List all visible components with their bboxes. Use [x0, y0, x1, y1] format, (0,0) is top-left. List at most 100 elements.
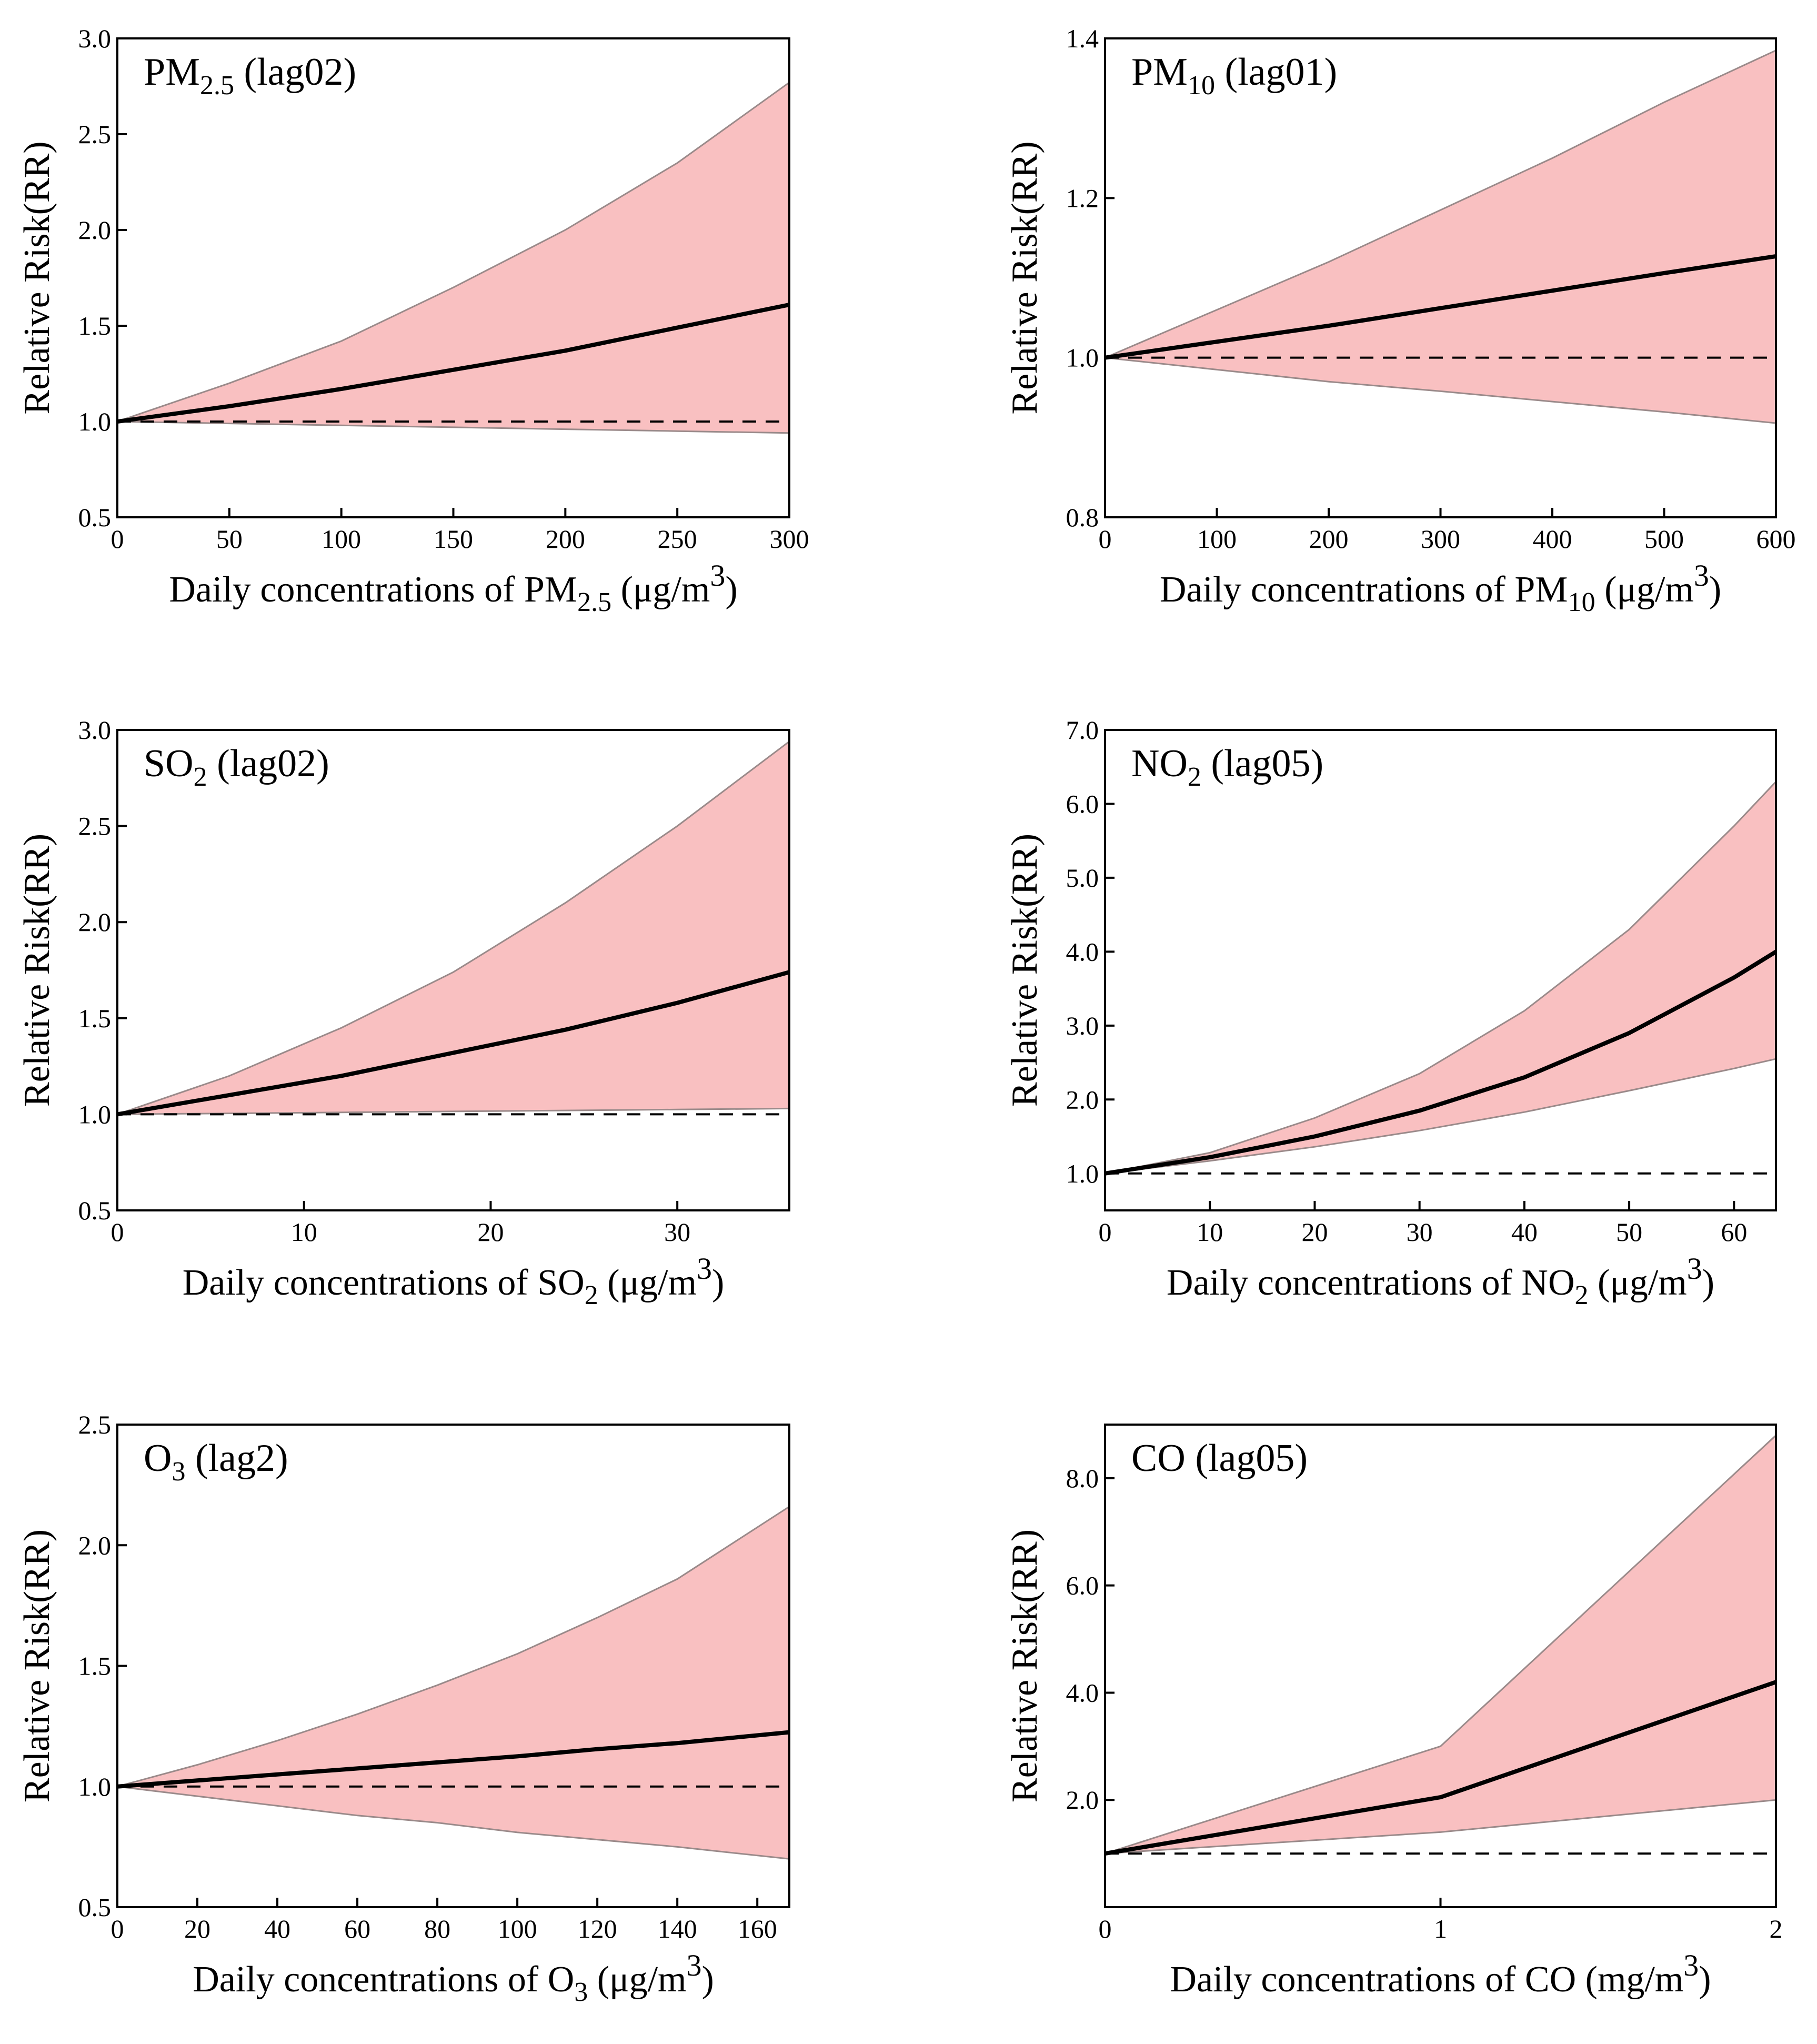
x-axis-label: Daily concentrations of PM10 (μg/m3)	[1160, 558, 1721, 617]
x-tick-label: 50	[1616, 1217, 1642, 1247]
x-label-unit: (μg/m	[1589, 1263, 1687, 1303]
x-axis-label: Daily concentrations of PM2.5 (μg/m3)	[169, 558, 737, 617]
x-tick-label: 20	[1301, 1217, 1328, 1247]
x-label-main: Daily concentrations of PM	[1160, 569, 1568, 610]
rr-line	[117, 303, 789, 424]
y-tick-label: 0.5	[78, 1892, 112, 1922]
y-tick-label: 2.0	[78, 1530, 112, 1560]
x-label-unit: (μg/m	[1595, 569, 1694, 610]
x-tick-label: 200	[546, 524, 585, 554]
y-tick-label: 0.5	[78, 1196, 112, 1225]
x-label-main: Daily concentrations of CO	[1170, 1959, 1576, 2000]
y-tick-label: 5.0	[1066, 863, 1099, 893]
y-tick-label: 1.0	[78, 407, 112, 436]
title-main: CO	[1131, 1437, 1186, 1480]
y-tick-label: 2.0	[1066, 1785, 1099, 1815]
x-tick-label: 80	[424, 1914, 450, 1943]
x-tick-label: 0	[111, 1217, 124, 1247]
title-lag: (lag02)	[234, 51, 356, 94]
y-tick-label: 4.0	[1066, 937, 1099, 966]
x-tick-label: 200	[1309, 524, 1349, 554]
x-tick-label: 50	[216, 524, 243, 554]
x-label-main: Daily concentrations of SO	[183, 1263, 585, 1303]
x-tick-label: 1	[1434, 1914, 1447, 1943]
rr-line	[117, 1730, 789, 1789]
x-tick-label: 100	[1197, 524, 1237, 554]
x-label-superscript: 3	[710, 558, 725, 593]
title-lag: (lag05)	[1201, 742, 1323, 785]
x-tick-label: 30	[1407, 1217, 1433, 1247]
x-label-subscript: 2	[1575, 1280, 1589, 1310]
x-tick-label: 250	[658, 524, 697, 554]
rr-line	[117, 970, 789, 1117]
panel-title: PM2.5 (lag02)	[144, 51, 356, 101]
y-tick-label: 2.0	[78, 215, 112, 245]
ci-lower-line	[1105, 1058, 1776, 1175]
title-main: NO	[1131, 742, 1188, 785]
y-tick-label: 7.0	[1066, 715, 1099, 745]
ci-lower-line	[1105, 357, 1776, 424]
panel-title: NO2 (lag05)	[1131, 742, 1323, 792]
y-tick-label: 2.5	[78, 1410, 112, 1439]
y-tick-label: 1.0	[78, 1772, 112, 1801]
y-tick-label: 3.0	[1066, 1011, 1099, 1040]
x-tick-label: 100	[322, 524, 361, 554]
y-tick-label: 3.0	[78, 24, 112, 53]
x-tick-label: 400	[1533, 524, 1572, 554]
title-subscript: 2.5	[200, 71, 234, 101]
x-label-close: )	[702, 1959, 714, 2000]
ci-lower-line	[117, 1107, 789, 1115]
title-lag: (lag2)	[185, 1437, 288, 1480]
ci-band	[1105, 1435, 1776, 1854]
y-tick-label: 1.0	[1066, 1159, 1099, 1188]
y-tick-label: 8.0	[1066, 1464, 1099, 1493]
title-main: SO	[144, 742, 194, 785]
x-label-unit: (μg/m	[598, 1263, 697, 1303]
x-tick-label: 20	[184, 1914, 210, 1943]
panel-title: O3 (lag2)	[144, 1437, 288, 1487]
y-tick-label: 1.0	[78, 1099, 112, 1129]
ci-upper-line	[117, 740, 789, 1115]
y-axis-label: Relative Risk(RR)	[17, 834, 57, 1107]
y-tick-label: 1.5	[78, 311, 112, 340]
x-label-unit: (mg/m	[1576, 1959, 1683, 2000]
x-tick-label: 40	[264, 1914, 290, 1943]
x-tick-label: 150	[434, 524, 473, 554]
x-label-close: )	[1699, 1959, 1711, 2000]
x-axis-label: Daily concentrations of O3 (μg/m3)	[193, 1948, 714, 2007]
x-tick-label: 30	[664, 1217, 690, 1247]
ci-lower-line	[1105, 1799, 1776, 1855]
title-subscript: 3	[172, 1457, 185, 1487]
title-subscript: 2	[1188, 762, 1201, 792]
title-lag: (lag02)	[207, 742, 329, 785]
x-tick-label: 300	[770, 524, 809, 554]
y-axis-label: Relative Risk(RR)	[1005, 141, 1045, 414]
x-label-subscript: 10	[1568, 587, 1595, 617]
x-tick-label: 120	[578, 1914, 617, 1943]
y-axis-label: Relative Risk(RR)	[1005, 834, 1045, 1107]
x-label-superscript: 3	[1683, 1948, 1699, 1982]
y-tick-label: 2.5	[78, 811, 112, 841]
x-label-subscript: 3	[574, 1977, 588, 2007]
y-tick-label: 1.5	[78, 1004, 112, 1033]
x-tick-label: 100	[498, 1914, 537, 1943]
plot-frame	[116, 729, 790, 1211]
y-tick-label: 1.2	[1066, 183, 1099, 213]
x-tick-label: 140	[658, 1914, 697, 1943]
x-label-main: Daily concentrations of PM	[169, 569, 577, 610]
x-tick-label: 0	[1099, 1914, 1112, 1943]
rr-line	[1105, 1680, 1776, 1856]
panel-title: CO (lag05)	[1131, 1437, 1308, 1480]
ci-upper-line	[117, 82, 789, 423]
x-tick-label: 10	[291, 1217, 317, 1247]
panel-title: SO2 (lag02)	[144, 742, 329, 792]
y-axis-label: Relative Risk(RR)	[17, 1529, 57, 1802]
y-tick-label: 4.0	[1066, 1678, 1099, 1707]
title-subscript: 2	[194, 762, 207, 792]
x-label-close: )	[1709, 569, 1721, 610]
ci-band	[1105, 50, 1776, 423]
x-tick-label: 40	[1511, 1217, 1538, 1247]
title-lag: (lag01)	[1215, 51, 1337, 94]
